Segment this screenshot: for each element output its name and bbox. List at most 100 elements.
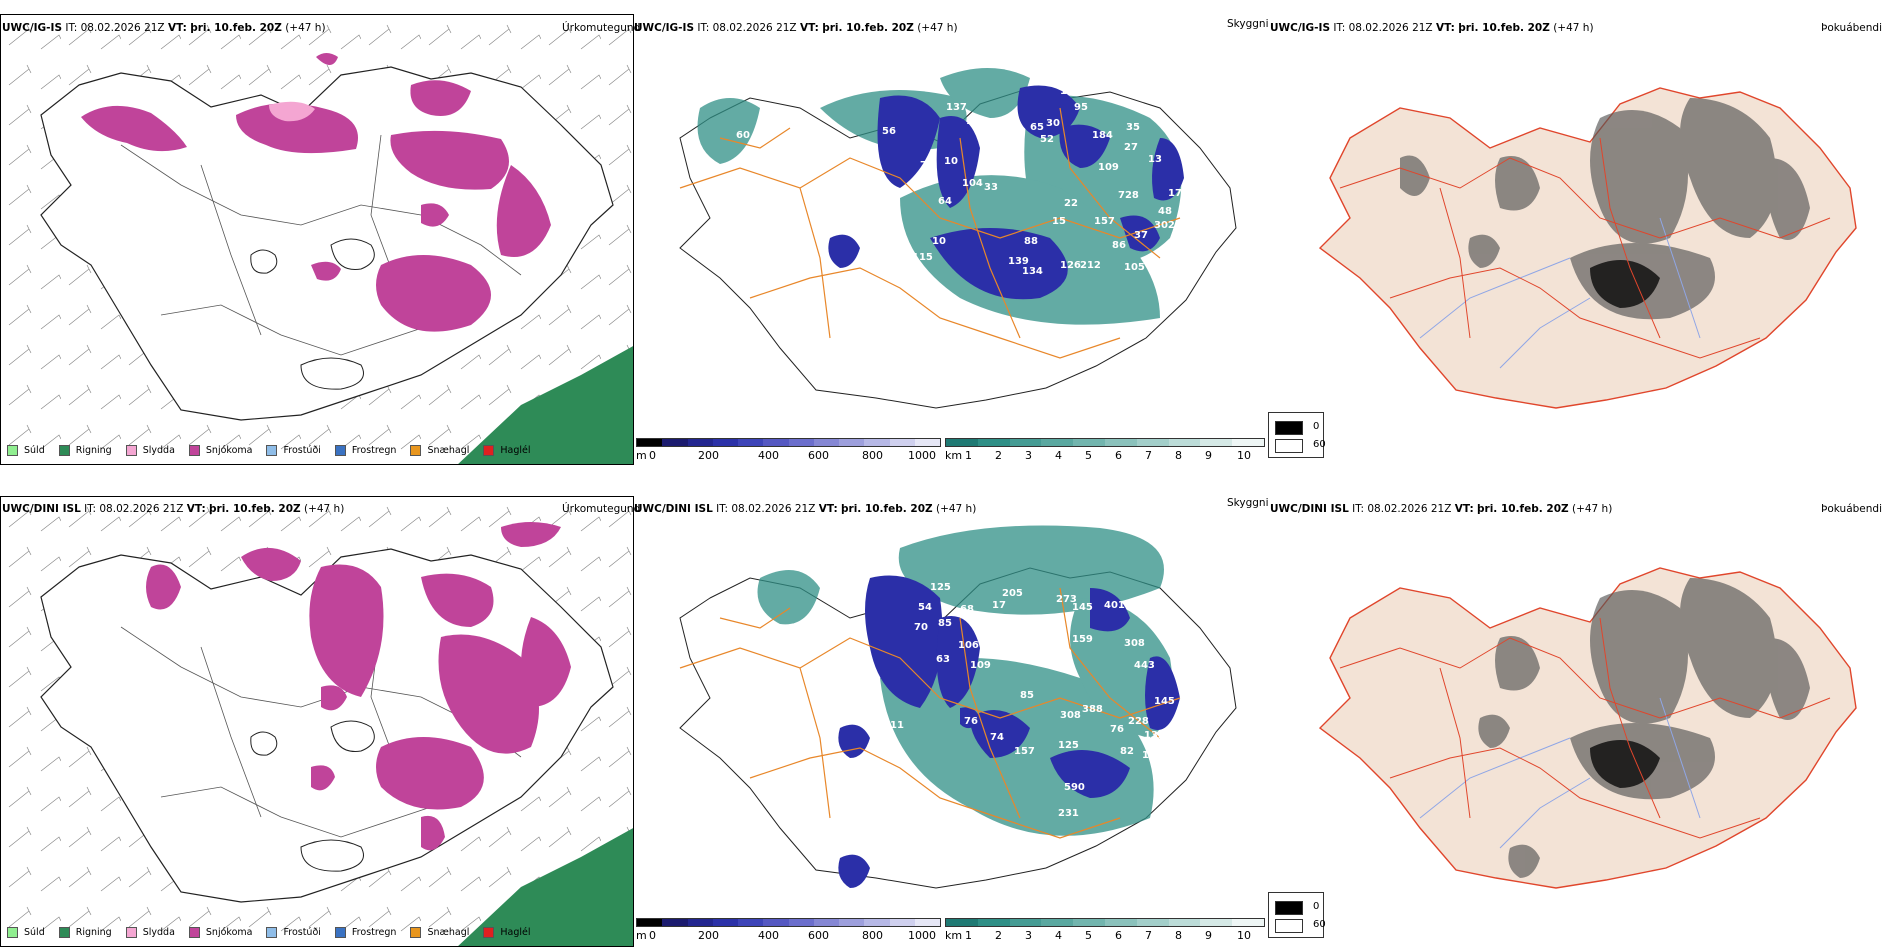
roads-orange (679, 587, 1181, 839)
vis-label: 109 (970, 660, 991, 671)
cloud-tick: 2 (995, 929, 1002, 942)
legend-item-rain: Rigning (58, 927, 112, 938)
vis-label: 95 (1074, 102, 1088, 113)
fog-legend-label: 60 (1313, 439, 1326, 450)
vis-tick: 600 (808, 449, 829, 462)
precip-type-panel-top: Súld Rigning Slydda Snjókoma Frostúði Fr… (0, 14, 634, 465)
cloud-tick: 1 (965, 929, 972, 942)
cloud-tick: 5 (1085, 449, 1092, 462)
vis-tick: 200 (698, 929, 719, 942)
fog-legend-swatch-black (1275, 901, 1303, 915)
vis-tick: 400 (758, 929, 779, 942)
visibility-value-labels: 125 54 70 85 68 63 106 109 205 17 19 273… (890, 582, 1202, 879)
visibility-colorbar-top: m 0 200 400 600 800 1000 (636, 438, 941, 462)
vis-label: 84 (986, 120, 1000, 131)
cloud-tick: 6 (1115, 449, 1122, 462)
legend-item-freezing-drizzle: Frostúði (266, 445, 321, 456)
fog-map-bottom (1318, 567, 1857, 889)
snow-areas (146, 522, 571, 851)
fog-panel-bottom (1300, 518, 1900, 910)
vis-label: 85 (1020, 690, 1034, 701)
fog-legend-top: 0 60 (1268, 412, 1326, 458)
roads-red (1339, 137, 1831, 359)
vis-label: 590 (1064, 782, 1085, 793)
vis-label: 145 (1072, 602, 1093, 613)
vis-label: 20 (1174, 654, 1188, 665)
vis-label: 85 (938, 618, 952, 629)
precip-type-panel-bottom: Súld Rigning Slydda Snjókoma Frostúði Fr… (0, 496, 634, 947)
fog-legend-label: 0 (1313, 901, 1320, 912)
legend-item-graupel: Snæhagl (410, 927, 469, 938)
rain-area (458, 346, 633, 464)
vis-tick: 800 (862, 449, 883, 462)
legend-item-rain: Rigning (58, 445, 112, 456)
legend-item-sudl: Súld (7, 445, 45, 456)
fog-legend-bottom: 0 60 (1268, 892, 1326, 938)
cloud-colorbar-bottom: km 1 2 3 4 5 6 7 8 9 10 (945, 918, 1265, 942)
vis-label: 48 (1158, 206, 1172, 217)
vis-label: 13 (866, 244, 880, 255)
fog-legend-label: 60 (1313, 919, 1326, 930)
vis-tick: 1000 (908, 449, 936, 462)
vis-label: 12 (1142, 750, 1156, 761)
vis-label: 11 (890, 720, 904, 731)
vis-label: 10 (966, 116, 980, 127)
vis-label: 134 (1022, 266, 1043, 277)
vis-tick: 0 (649, 929, 656, 942)
cloud-tick: 10 (1237, 929, 1251, 942)
visibility-colorbar-ramp (636, 438, 941, 447)
cloud-colorbar-ramp (945, 438, 1265, 447)
vis-label: 228 (1128, 716, 1149, 727)
vis-label: 212 (1080, 260, 1101, 271)
legend-item-freezing-rain: Frostregn (334, 927, 396, 938)
vis-label: 10 (944, 156, 958, 167)
vis-label: 16 (772, 92, 786, 103)
header-vis-top: UWC/IG-IS IT: 08.02.2026 21Z VT: þri. 10… (634, 22, 958, 34)
vis-label: 27 (1124, 142, 1138, 153)
glacier-outlines (250, 720, 375, 872)
header-fog-bottom: UWC/DINI ISL IT: 08.02.2026 21Z VT: þri.… (1270, 503, 1613, 515)
vis-label: 10 (932, 236, 946, 247)
vis-label: 137 (946, 102, 967, 113)
header-vis-bottom: UWC/DINI ISL IT: 08.02.2026 21Z VT: þri.… (634, 503, 977, 515)
vis-tick: 800 (862, 929, 883, 942)
title-fog-top: Þokuábendi (1821, 22, 1882, 34)
vis-label: 109 (1098, 162, 1119, 173)
iceland-land (1318, 567, 1857, 889)
vis-label: 30 (1046, 118, 1060, 129)
visibility-map-bottom: 125 54 70 85 68 63 106 109 205 17 19 273… (679, 525, 1237, 889)
low-visibility-areas (828, 85, 1184, 300)
vis-label: 88 (1024, 236, 1038, 247)
vis-label: 125 (930, 582, 951, 593)
vis-label: 17 (992, 600, 1006, 611)
vis-label: 19 (1070, 330, 1084, 341)
vis-label: 157 (1014, 746, 1035, 757)
cloud-colorbar-top: km 1 2 3 4 5 6 7 8 9 10 (945, 438, 1265, 462)
legend-item-sudl: Súld (7, 927, 45, 938)
vis-label: 52 (1040, 134, 1054, 145)
vis-label: 54 (918, 602, 932, 613)
iceland-land (1318, 87, 1857, 409)
precip-legend-bottom: Súld Rigning Slydda Snjókoma Frostúði Fr… (7, 927, 531, 938)
precip-type-map-top (1, 15, 633, 464)
vis-label: 105 (1124, 262, 1145, 273)
vis-label: 65 (1030, 122, 1044, 133)
cloud-tick: 9 (1205, 449, 1212, 462)
cloud-tick: 1 (965, 449, 972, 462)
vis-label: 145 (1154, 696, 1175, 707)
vis-tick: 0 (649, 449, 656, 462)
roads-orange (679, 107, 1181, 359)
vis-label: 82 (1120, 746, 1134, 757)
vis-label: 26 (1188, 680, 1202, 691)
vis-label: 104 (962, 178, 983, 189)
vis-label: 443 (1134, 660, 1155, 671)
precip-legend-top: Súld Rigning Slydda Snjókoma Frostúði Fr… (7, 445, 531, 456)
header-fog-top: UWC/IG-IS IT: 08.02.2026 21Z VT: þri. 10… (1270, 22, 1594, 34)
fog-shading (1400, 98, 1810, 320)
vis-label: 76 (964, 716, 978, 727)
vis-tick: 600 (808, 929, 829, 942)
vis-label: 17 (1174, 668, 1188, 679)
header-precip-bottom: UWC/DINI ISL IT: 08.02.2026 21Z VT: þri.… (2, 503, 345, 515)
legend-item-hail: Haglél (483, 445, 531, 456)
vis-tick: 200 (698, 449, 719, 462)
